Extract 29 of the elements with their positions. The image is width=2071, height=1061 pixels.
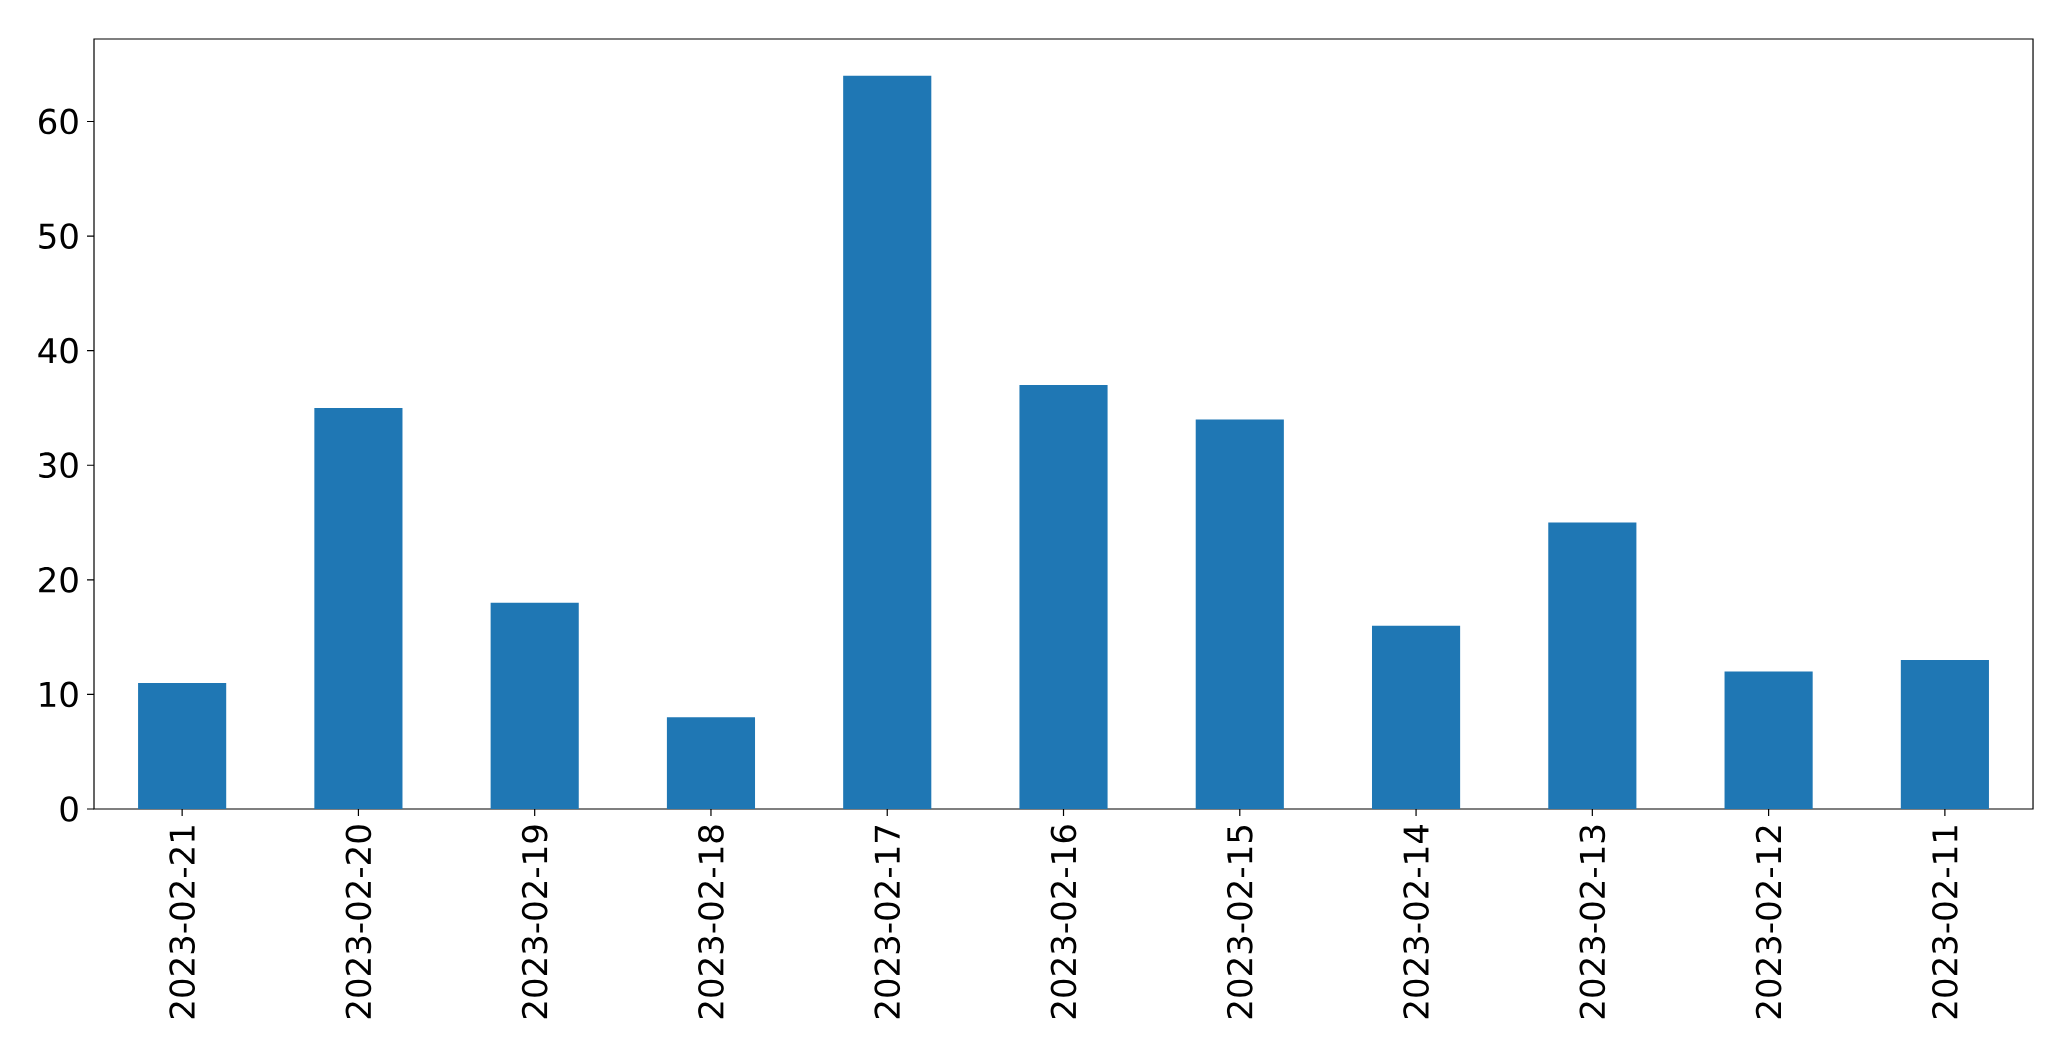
x-tick-label: 2023-02-14 xyxy=(1403,825,1429,1019)
y-tick-label: 20 xyxy=(39,566,78,593)
x-tick-label: 2023-02-18 xyxy=(698,825,724,1019)
bar xyxy=(314,407,403,809)
bar xyxy=(1195,419,1284,809)
bar xyxy=(666,717,756,809)
x-tick-label: 2023-02-19 xyxy=(521,825,548,1019)
y-tick-label: 10 xyxy=(40,681,78,708)
bar xyxy=(138,682,227,809)
x-tick-label: 2023-02-15 xyxy=(1226,826,1253,1019)
bar xyxy=(1371,625,1461,809)
y-tick-label: 30 xyxy=(39,452,78,479)
x-tick-label: 2023-02-12 xyxy=(1755,826,1782,1019)
bar xyxy=(1019,385,1108,809)
x-tick-label: 2023-02-21 xyxy=(169,826,195,1019)
y-tick-label: 0 xyxy=(60,796,78,822)
x-tick-label: 2023-02-20 xyxy=(345,825,372,1019)
y-tick-label: 50 xyxy=(39,223,78,249)
y-tick-label: 60 xyxy=(39,108,78,135)
x-tick-label: 2023-02-13 xyxy=(1579,825,1606,1019)
x-tick-label: 2023-02-17 xyxy=(874,826,901,1019)
x-tick-label: 2023-02-11 xyxy=(1932,826,1958,1019)
y-tick-label: 40 xyxy=(38,337,78,364)
x-tick-label: 2023-02-16 xyxy=(1050,825,1077,1019)
bar xyxy=(1548,522,1637,809)
bar xyxy=(1900,660,1989,809)
bar xyxy=(490,602,579,809)
bar xyxy=(843,75,932,809)
bar xyxy=(1724,671,1813,809)
